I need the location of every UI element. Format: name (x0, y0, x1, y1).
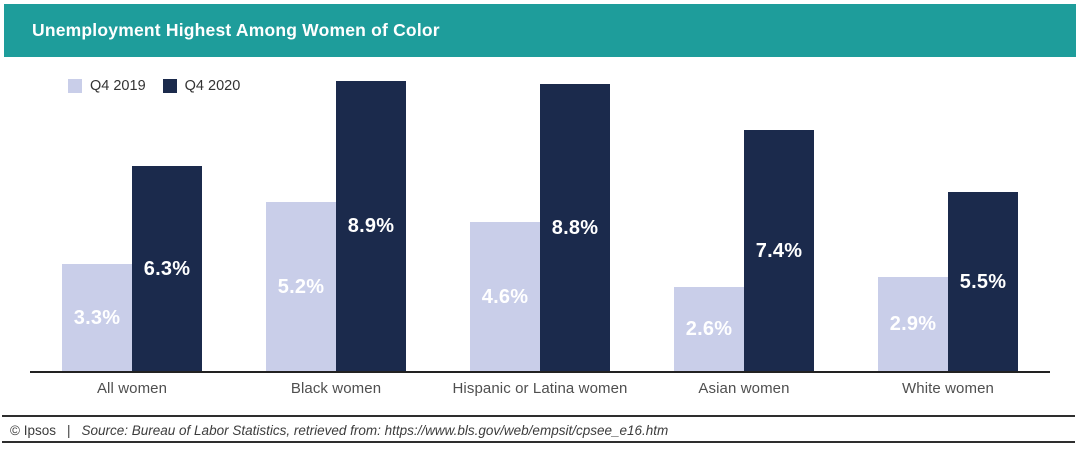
bar-group: 2.9% 5.5% (846, 192, 1050, 372)
bar: 8.9% (336, 81, 406, 372)
chart-title: Unemployment Highest Among Women of Colo… (32, 20, 440, 40)
category-label: Asian women (698, 380, 790, 397)
footer-rule-bottom (2, 441, 1075, 443)
copyright-text: © Ipsos (10, 422, 56, 438)
bar-value-label: 6.3% (143, 257, 191, 280)
footer-rule-top (2, 415, 1075, 417)
bar: 6.3% (132, 166, 202, 372)
category-label: White women (902, 380, 994, 397)
category-label: All women (96, 380, 168, 397)
legend: Q4 2019 Q4 2020 (68, 78, 240, 94)
legend-swatch (68, 79, 82, 93)
source-text: Source: Bureau of Labor Statistics, retr… (81, 422, 669, 438)
bar-group: 5.2% 8.9% (234, 81, 438, 372)
bar: 5.5% (948, 192, 1018, 372)
legend-label: Q4 2019 (90, 78, 146, 94)
bar: 2.6% (674, 287, 744, 372)
bar-value-label: 8.8% (551, 216, 599, 239)
category-label: Black women (290, 380, 382, 397)
bar-value-label: 7.4% (755, 239, 803, 262)
bar-group: 4.6% 8.8% (438, 84, 642, 372)
bar-value-label: 2.6% (685, 318, 733, 340)
bar-value-label: 4.6% (481, 285, 529, 308)
bar-value-label: 2.9% (889, 313, 937, 335)
bar: 4.6% (470, 222, 540, 372)
plot-area: 3.3% 6.3% 5.2% 8.9% 4.6% 8.8% 2.6% 7.4% 2.9% 5.5% (30, 81, 1050, 372)
title-bar: Unemployment Highest Among Women of Colo… (4, 4, 1076, 57)
bar-value-label: 5.2% (277, 275, 325, 298)
bar: 5.2% (266, 202, 336, 372)
footer-separator: | (66, 422, 71, 438)
legend-label: Q4 2020 (184, 78, 241, 94)
bar-value-label: 5.5% (959, 270, 1007, 293)
footer: © Ipsos | Source: Bureau of Labor Statis… (10, 419, 668, 441)
bar: 7.4% (744, 130, 814, 372)
bar: 8.8% (540, 84, 610, 372)
x-axis-line (30, 371, 1050, 373)
bar-group: 2.6% 7.4% (642, 130, 846, 372)
legend-item: Q4 2020 (162, 78, 241, 94)
category-labels: All women Black women Hispanic or Latina w… (30, 380, 1050, 397)
legend-swatch (162, 79, 177, 93)
bar-value-label: 3.3% (73, 306, 121, 329)
bar-value-label: 8.9% (347, 215, 395, 237)
bar-group: 3.3% 6.3% (30, 166, 234, 372)
legend-item: Q4 2019 (68, 78, 146, 94)
bar: 3.3% (62, 264, 132, 372)
category-label: Hispanic or Latina women (452, 380, 628, 397)
bar: 2.9% (878, 277, 948, 372)
